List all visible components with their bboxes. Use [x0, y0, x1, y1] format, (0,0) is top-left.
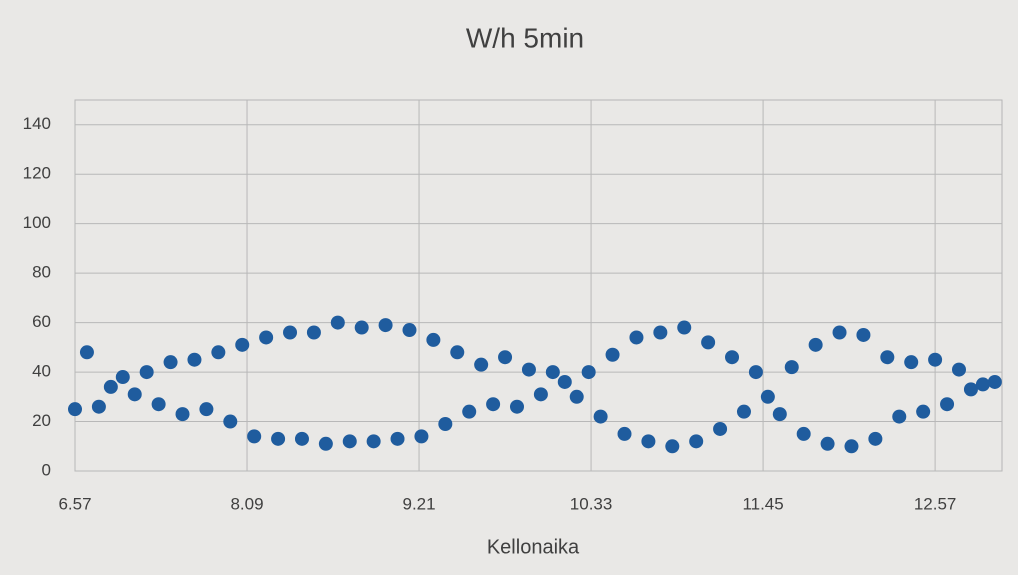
- data-point: [366, 434, 381, 449]
- data-point: [378, 318, 393, 333]
- data-point: [330, 315, 345, 330]
- data-point: [354, 320, 369, 335]
- data-point: [665, 439, 680, 454]
- x-tick-label: 11.45: [742, 494, 783, 513]
- y-tick-label: 60: [32, 312, 51, 331]
- data-point: [832, 325, 847, 340]
- data-point: [677, 320, 692, 335]
- data-point: [127, 387, 142, 402]
- y-tick-label: 20: [32, 411, 51, 430]
- data-point: [474, 357, 489, 372]
- data-point: [486, 397, 501, 412]
- data-point: [271, 431, 286, 446]
- x-tick-label: 12.57: [914, 494, 957, 513]
- x-axis-title: Kellonaika: [487, 536, 580, 558]
- data-point: [545, 365, 560, 380]
- chart-title: W/h 5min: [466, 22, 584, 53]
- data-point: [235, 337, 250, 352]
- data-point: [223, 414, 238, 429]
- data-point: [151, 397, 166, 412]
- data-point: [641, 434, 656, 449]
- x-tick-label: 6.57: [58, 494, 91, 513]
- data-point: [617, 426, 632, 441]
- data-point: [259, 330, 274, 345]
- data-point: [498, 350, 513, 365]
- data-point: [426, 332, 441, 347]
- data-point: [916, 404, 931, 419]
- data-point: [533, 387, 548, 402]
- data-point: [318, 436, 333, 451]
- data-point: [462, 404, 477, 419]
- x-tick-label: 9.21: [402, 494, 435, 513]
- data-point: [581, 365, 596, 380]
- x-tick-label: 8.09: [230, 494, 263, 513]
- y-tick-label: 80: [32, 263, 51, 282]
- data-point: [653, 325, 668, 340]
- y-tick-label: 140: [23, 114, 51, 133]
- plot-area: [74, 99, 1003, 472]
- data-point: [975, 377, 990, 392]
- data-point: [175, 407, 190, 422]
- data-point: [951, 362, 966, 377]
- data-point: [557, 374, 572, 389]
- data-point: [402, 323, 417, 338]
- data-point: [856, 327, 871, 342]
- data-point: [438, 417, 453, 432]
- data-point: [187, 352, 202, 367]
- data-point: [629, 330, 644, 345]
- data-point: [701, 335, 716, 350]
- data-point: [68, 402, 82, 417]
- data-point: [784, 360, 799, 375]
- data-point: [844, 439, 859, 454]
- data-point: [247, 429, 262, 444]
- data-point: [940, 397, 955, 412]
- y-tick-label: 0: [42, 460, 51, 479]
- data-point: [569, 389, 584, 404]
- data-point: [736, 404, 751, 419]
- data-point: [689, 434, 704, 449]
- data-point: [987, 374, 1002, 389]
- data-point: [772, 407, 787, 422]
- data-point: [868, 431, 883, 446]
- data-point: [91, 399, 106, 414]
- data-point: [796, 426, 811, 441]
- data-point: [760, 389, 775, 404]
- data-point: [342, 434, 357, 449]
- data-point: [199, 402, 214, 417]
- data-point: [163, 355, 178, 370]
- data-point: [509, 399, 524, 414]
- data-point: [521, 362, 536, 377]
- data-point: [892, 409, 907, 424]
- data-point: [294, 431, 309, 446]
- data-point: [748, 365, 763, 380]
- data-point: [928, 352, 943, 367]
- data-point: [605, 347, 620, 362]
- data-point: [820, 436, 835, 451]
- data-point: [283, 325, 298, 340]
- x-tick-label: 10.33: [570, 494, 613, 513]
- data-point: [808, 337, 823, 352]
- data-point: [115, 370, 130, 385]
- data-point: [414, 429, 429, 444]
- data-point: [211, 345, 226, 360]
- data-point: [103, 379, 118, 394]
- y-tick-label: 120: [23, 164, 51, 183]
- data-point: [725, 350, 740, 365]
- data-point: [390, 431, 405, 446]
- data-point: [880, 350, 895, 365]
- data-point: [139, 365, 154, 380]
- data-point: [450, 345, 465, 360]
- data-point: [904, 355, 919, 370]
- y-tick-label: 100: [23, 213, 51, 232]
- data-point: [713, 421, 728, 436]
- data-point: [306, 325, 321, 340]
- y-tick-label: 40: [32, 362, 51, 381]
- data-point: [593, 409, 608, 424]
- data-point: [79, 345, 94, 360]
- data-point: [963, 382, 978, 397]
